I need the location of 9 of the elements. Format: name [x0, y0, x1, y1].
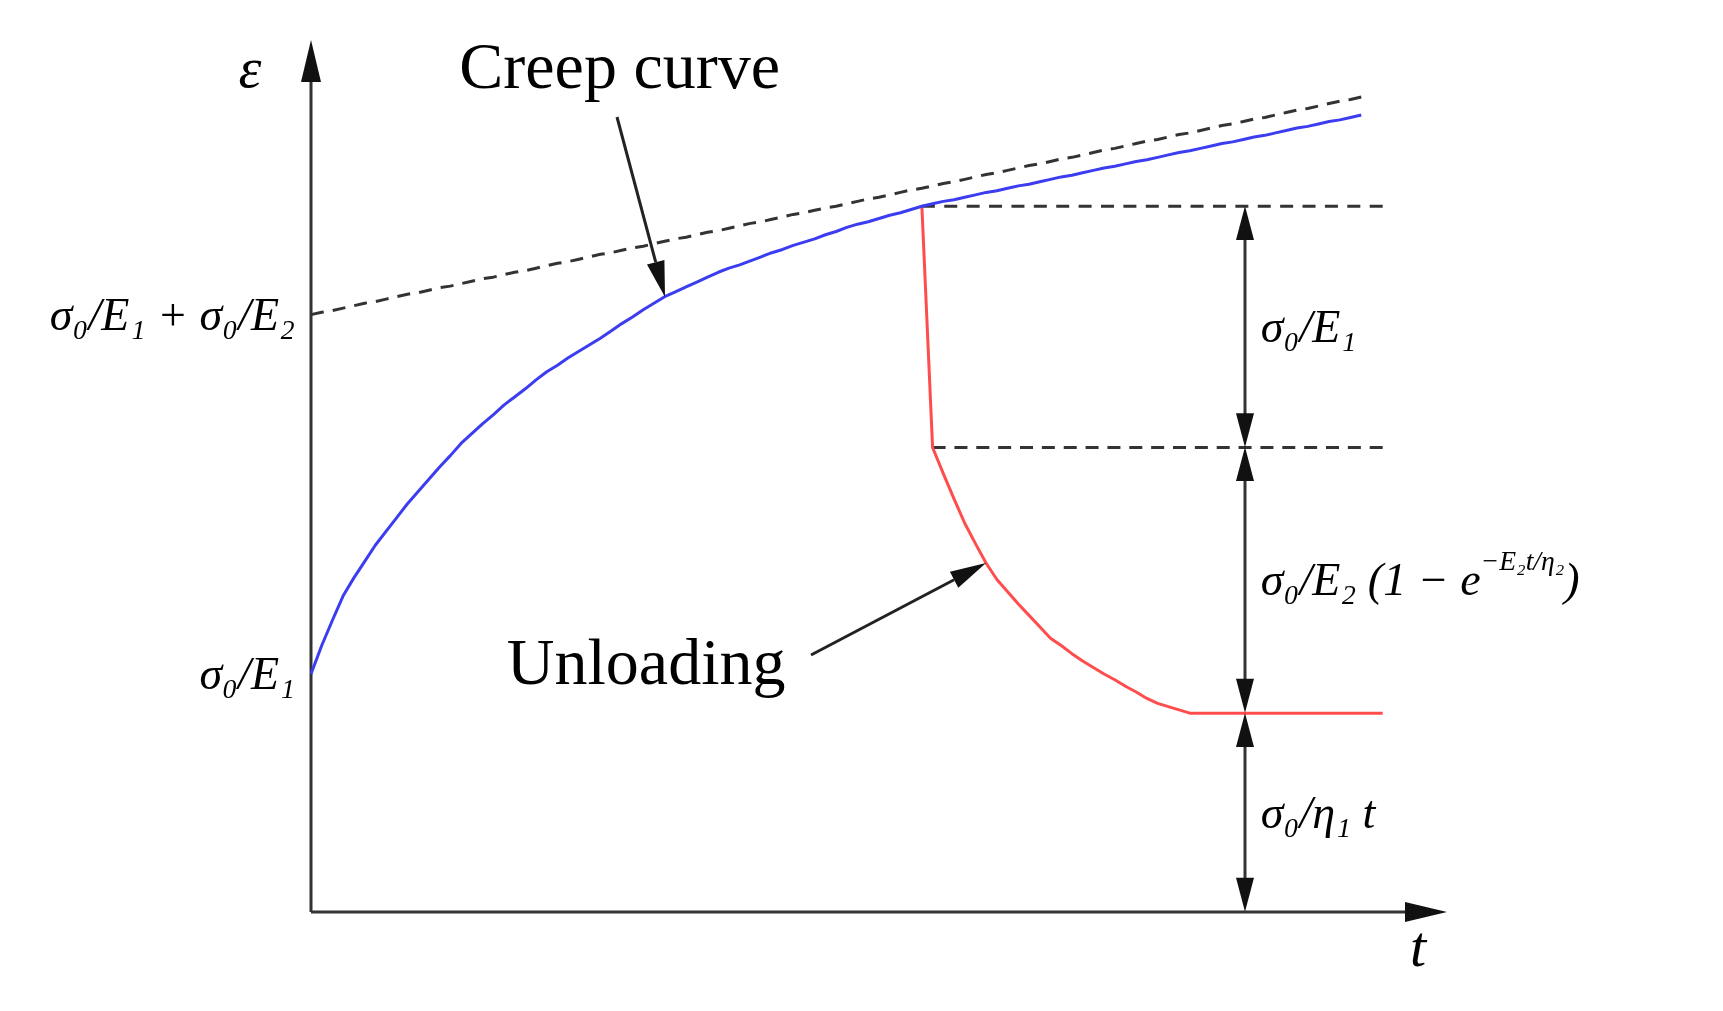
text: σ₀/E₁ + σ₀/E₂	[49, 288, 295, 340]
annotation: σ₀/E₂ (1 − e$^{−E₂t/η₂}$)	[1260, 545, 1580, 606]
x-axis-title: t	[1409, 914, 1427, 980]
annotation: σ₀/η₁ t	[1260, 786, 1376, 838]
annotation: Unloading	[506, 624, 786, 699]
annotation: σ₀/E₁	[1260, 300, 1357, 353]
annotation: Creep curve	[459, 28, 780, 102]
y-axis-title: ε	[238, 35, 262, 101]
text: σ₀/E₁	[199, 647, 295, 700]
